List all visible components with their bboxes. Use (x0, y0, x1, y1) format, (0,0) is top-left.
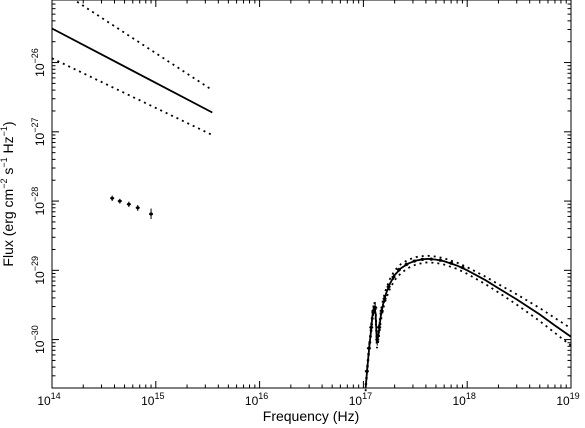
data-point (391, 274, 396, 280)
data-point (386, 283, 391, 290)
error-bound-line (364, 261, 572, 392)
data-point (149, 208, 154, 220)
y-tick-label: 10−28 (30, 187, 47, 216)
x-tick-label: 1014 (37, 391, 60, 408)
data-point (429, 257, 434, 261)
data-point (412, 259, 417, 263)
series-layer (51, 0, 572, 392)
data-point (117, 198, 122, 204)
data-point (369, 321, 374, 333)
y-tick-label: 10−29 (30, 256, 47, 285)
x-tick-label: 1016 (245, 391, 268, 408)
data-point (382, 295, 387, 303)
data-point (438, 258, 443, 262)
data-point (364, 364, 369, 378)
data-point (126, 201, 131, 208)
data-point (377, 321, 382, 333)
x-tick-label: 1018 (453, 391, 476, 408)
y-tick-label: 10−26 (30, 48, 47, 77)
y-tick-label: 10−27 (30, 117, 47, 146)
x-tick-label: 1017 (349, 391, 372, 408)
data-point (110, 195, 115, 202)
data-point (375, 334, 380, 346)
data-point (404, 262, 409, 267)
x-tick-label: 1015 (141, 391, 164, 408)
error-bound-line (72, 0, 213, 91)
model-line (364, 257, 572, 389)
y-axis-title: Flux (erg cm−2 s−1 Hz−1) (0, 121, 16, 266)
data-point (420, 257, 425, 261)
data-point (460, 265, 465, 270)
data-point (449, 261, 454, 265)
model-line (51, 27, 213, 114)
y-tick-label: 10−30 (30, 325, 47, 354)
data-point (379, 306, 384, 316)
data-point (366, 342, 371, 354)
error-bound-line (364, 254, 572, 386)
plot-frame (51, 0, 572, 389)
data-point (396, 267, 401, 272)
x-axis-title: Frequency (Hz) (263, 408, 359, 424)
data-point (135, 204, 140, 211)
x-tick-label: 1019 (556, 391, 579, 408)
data-point (373, 301, 378, 314)
tick-layer: 1014 1015 1016 1017 1018 1019 10−30 10−29 10−28 1… (30, 0, 580, 408)
